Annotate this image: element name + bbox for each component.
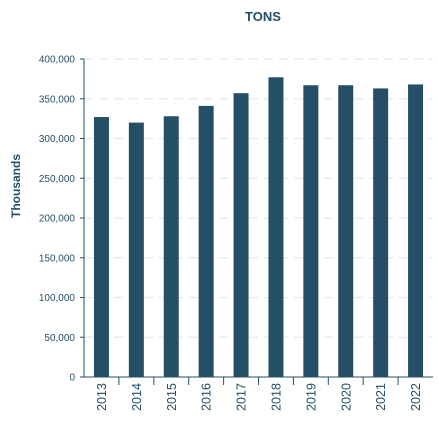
bar — [373, 88, 389, 377]
bar — [303, 85, 319, 378]
x-tick-label: 2022 — [409, 383, 423, 411]
x-tick-label: 2017 — [235, 383, 249, 411]
y-tick-label: 150,000 — [39, 253, 76, 264]
tick-labels: 0 50,000 100,000 150,000 200,000 250,000 300,0… — [39, 55, 423, 411]
axes — [80, 58, 433, 385]
x-tick-label: 2021 — [374, 383, 388, 411]
y-tick-label: 100,000 — [39, 293, 76, 304]
bar — [163, 116, 179, 378]
bar — [338, 85, 354, 378]
x-tick-label: 2018 — [269, 383, 283, 411]
x-tick-label: 2014 — [130, 383, 144, 411]
bar — [198, 105, 214, 377]
x-tick-label: 2019 — [304, 383, 318, 411]
bar — [128, 122, 144, 377]
bar — [93, 117, 109, 377]
y-tick-label: 0 — [69, 373, 75, 384]
x-tick-label: 2015 — [165, 383, 179, 411]
y-tick-label: 400,000 — [39, 55, 76, 66]
chart-title: TONS — [245, 9, 281, 24]
x-tick-label: 2013 — [95, 383, 109, 411]
y-tick-label: 350,000 — [39, 94, 76, 105]
x-tick-label: 2020 — [339, 383, 353, 411]
y-tick-label: 300,000 — [39, 134, 76, 145]
x-tick-label: 2016 — [200, 383, 214, 411]
y-axis-label: Thousands — [9, 154, 23, 218]
y-tick-label: 200,000 — [39, 214, 76, 225]
bar — [233, 93, 249, 377]
bar — [268, 77, 284, 377]
bars — [93, 77, 424, 378]
y-tick-label: 250,000 — [39, 174, 76, 185]
bar — [408, 84, 424, 377]
y-tick-label: 50,000 — [44, 333, 75, 344]
